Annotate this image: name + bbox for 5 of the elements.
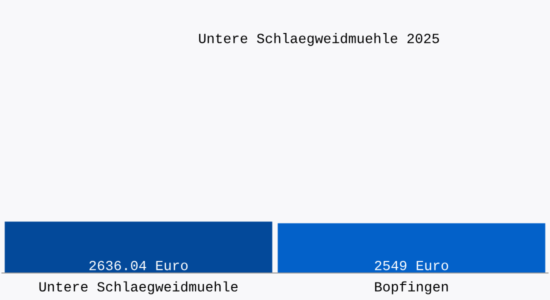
x-tick-label: Untere Schlaegweidmuehle [39, 281, 238, 294]
data-label: 2549 Euro [374, 260, 448, 270]
x-tick-label: Bopfingen [375, 281, 448, 294]
chart-title: Untere Schlaegweidmuehle 2025 [199, 33, 439, 46]
data-label: 2636.04 Euro [89, 260, 188, 270]
